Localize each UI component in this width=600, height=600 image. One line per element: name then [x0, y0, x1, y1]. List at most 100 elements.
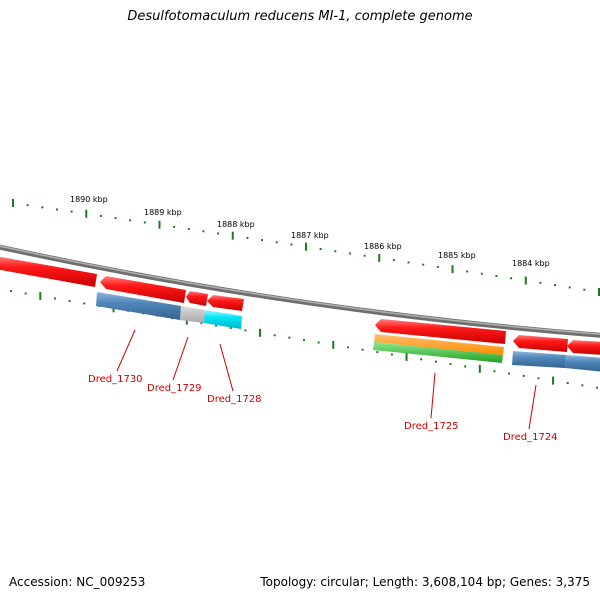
accession-text: Accession: NC_009253: [9, 575, 146, 589]
feature-block-gray: [180, 306, 205, 323]
feature-block-green: [373, 342, 503, 363]
major-tick: [552, 376, 555, 385]
minor-tick: [510, 277, 513, 280]
minor-tick: [53, 297, 56, 300]
minor-tick: [466, 270, 469, 273]
gene-label-dred-1724: Dred_1724: [503, 432, 558, 443]
minor-tick: [55, 208, 58, 211]
minor-tick: [70, 210, 73, 213]
minor-tick: [317, 341, 320, 344]
minor-tick: [229, 326, 232, 329]
cds-arrow: [513, 335, 568, 352]
major-tick: [231, 231, 234, 240]
leader-line: [430, 372, 436, 419]
leader-line: [528, 384, 537, 430]
minor-tick: [361, 348, 364, 351]
feature-block-cyan: [204, 310, 242, 329]
major-tick: [39, 291, 42, 300]
minor-tick: [539, 281, 542, 284]
minor-tick: [434, 360, 437, 363]
kbp-labels: 1890 kbp 1889 kbp 1888 kbp 1887 kbp 1886…: [70, 195, 550, 268]
minor-tick: [275, 241, 278, 244]
minor-tick: [436, 265, 439, 268]
feature-block-steelblue: [96, 292, 181, 320]
minor-tick: [41, 206, 44, 209]
major-tick: [305, 242, 307, 251]
minor-tick: [303, 339, 305, 342]
major-tick: [598, 288, 600, 296]
topology-summary: Topology: circular; Length: 3,608,104 bp…: [260, 575, 590, 589]
cds-arrow: [186, 291, 208, 306]
leader-line: [219, 343, 234, 392]
major-tick: [451, 265, 454, 274]
minor-tick: [508, 372, 511, 375]
minor-tick: [273, 334, 276, 337]
minor-tick: [407, 261, 410, 264]
cds-arrow: [375, 319, 506, 344]
minor-tick: [581, 384, 584, 387]
minor-tick: [10, 290, 12, 292]
minor-tick: [495, 274, 498, 277]
feature-track: [96, 292, 600, 372]
kbp-label-1888: 1888 kbp: [217, 220, 255, 229]
minor-tick: [363, 254, 366, 257]
major-tick: [405, 352, 408, 361]
map-title: Desulfotomaculum reducens MI-1, complete…: [127, 9, 473, 24]
major-tick: [12, 199, 14, 207]
kbp-label-1885: 1885 kbp: [438, 251, 476, 260]
minor-tick: [217, 232, 220, 235]
minor-tick: [290, 243, 293, 246]
minor-tick: [99, 214, 102, 217]
outer-tick-ring: [12, 199, 600, 296]
minor-tick: [246, 236, 249, 239]
minor-tick: [480, 272, 483, 275]
minor-tick: [129, 219, 132, 222]
leader-line: [116, 329, 136, 372]
minor-tick: [334, 250, 337, 253]
minor-tick: [26, 204, 29, 207]
minor-tick: [83, 302, 86, 305]
minor-tick: [24, 292, 27, 295]
minor-tick: [420, 358, 423, 361]
kbp-label-1884: 1884 kbp: [512, 259, 550, 268]
gene-label-dred-1730: Dred_1730: [88, 374, 143, 385]
minor-tick: [376, 351, 379, 354]
minor-tick: [583, 288, 586, 291]
minor-tick: [261, 239, 264, 242]
major-tick: [158, 220, 161, 229]
kbp-label-1887: 1887 kbp: [291, 231, 329, 240]
minor-tick: [173, 225, 176, 228]
feature-block-steelblue: [512, 351, 566, 368]
leader-lines: [116, 329, 537, 430]
kbp-label-1889: 1889 kbp: [144, 208, 182, 217]
minor-tick: [319, 247, 322, 250]
cds-arrow: [0, 256, 97, 287]
minor-tick: [244, 329, 247, 332]
gene-labels: Dred_1730 Dred_1729 Dred_1728 Dred_1725 …: [88, 374, 558, 443]
genome-backbone: [0, 244, 600, 338]
minor-tick: [464, 365, 467, 368]
gene-label-dred-1728: Dred_1728: [207, 394, 262, 405]
minor-tick: [554, 284, 557, 287]
minor-tick: [596, 386, 598, 389]
minor-tick: [392, 259, 395, 262]
minor-tick: [348, 252, 351, 255]
minor-tick: [422, 263, 425, 266]
minor-tick: [187, 228, 190, 231]
minor-tick: [346, 346, 349, 349]
major-tick: [85, 209, 88, 218]
feature-block-orange: [374, 334, 504, 355]
major-tick: [332, 340, 335, 349]
minor-tick: [566, 381, 569, 384]
minor-tick: [143, 221, 146, 224]
cds-arrow: [567, 340, 600, 355]
minor-tick: [288, 336, 291, 339]
minor-tick: [537, 377, 540, 380]
minor-tick: [449, 363, 452, 366]
feature-block-steelblue: [565, 355, 600, 372]
gene-label-dred-1725: Dred_1725: [404, 421, 459, 432]
kbp-label-1890: 1890 kbp: [70, 195, 108, 204]
minor-tick: [215, 324, 218, 327]
cds-arrow: [100, 276, 186, 303]
